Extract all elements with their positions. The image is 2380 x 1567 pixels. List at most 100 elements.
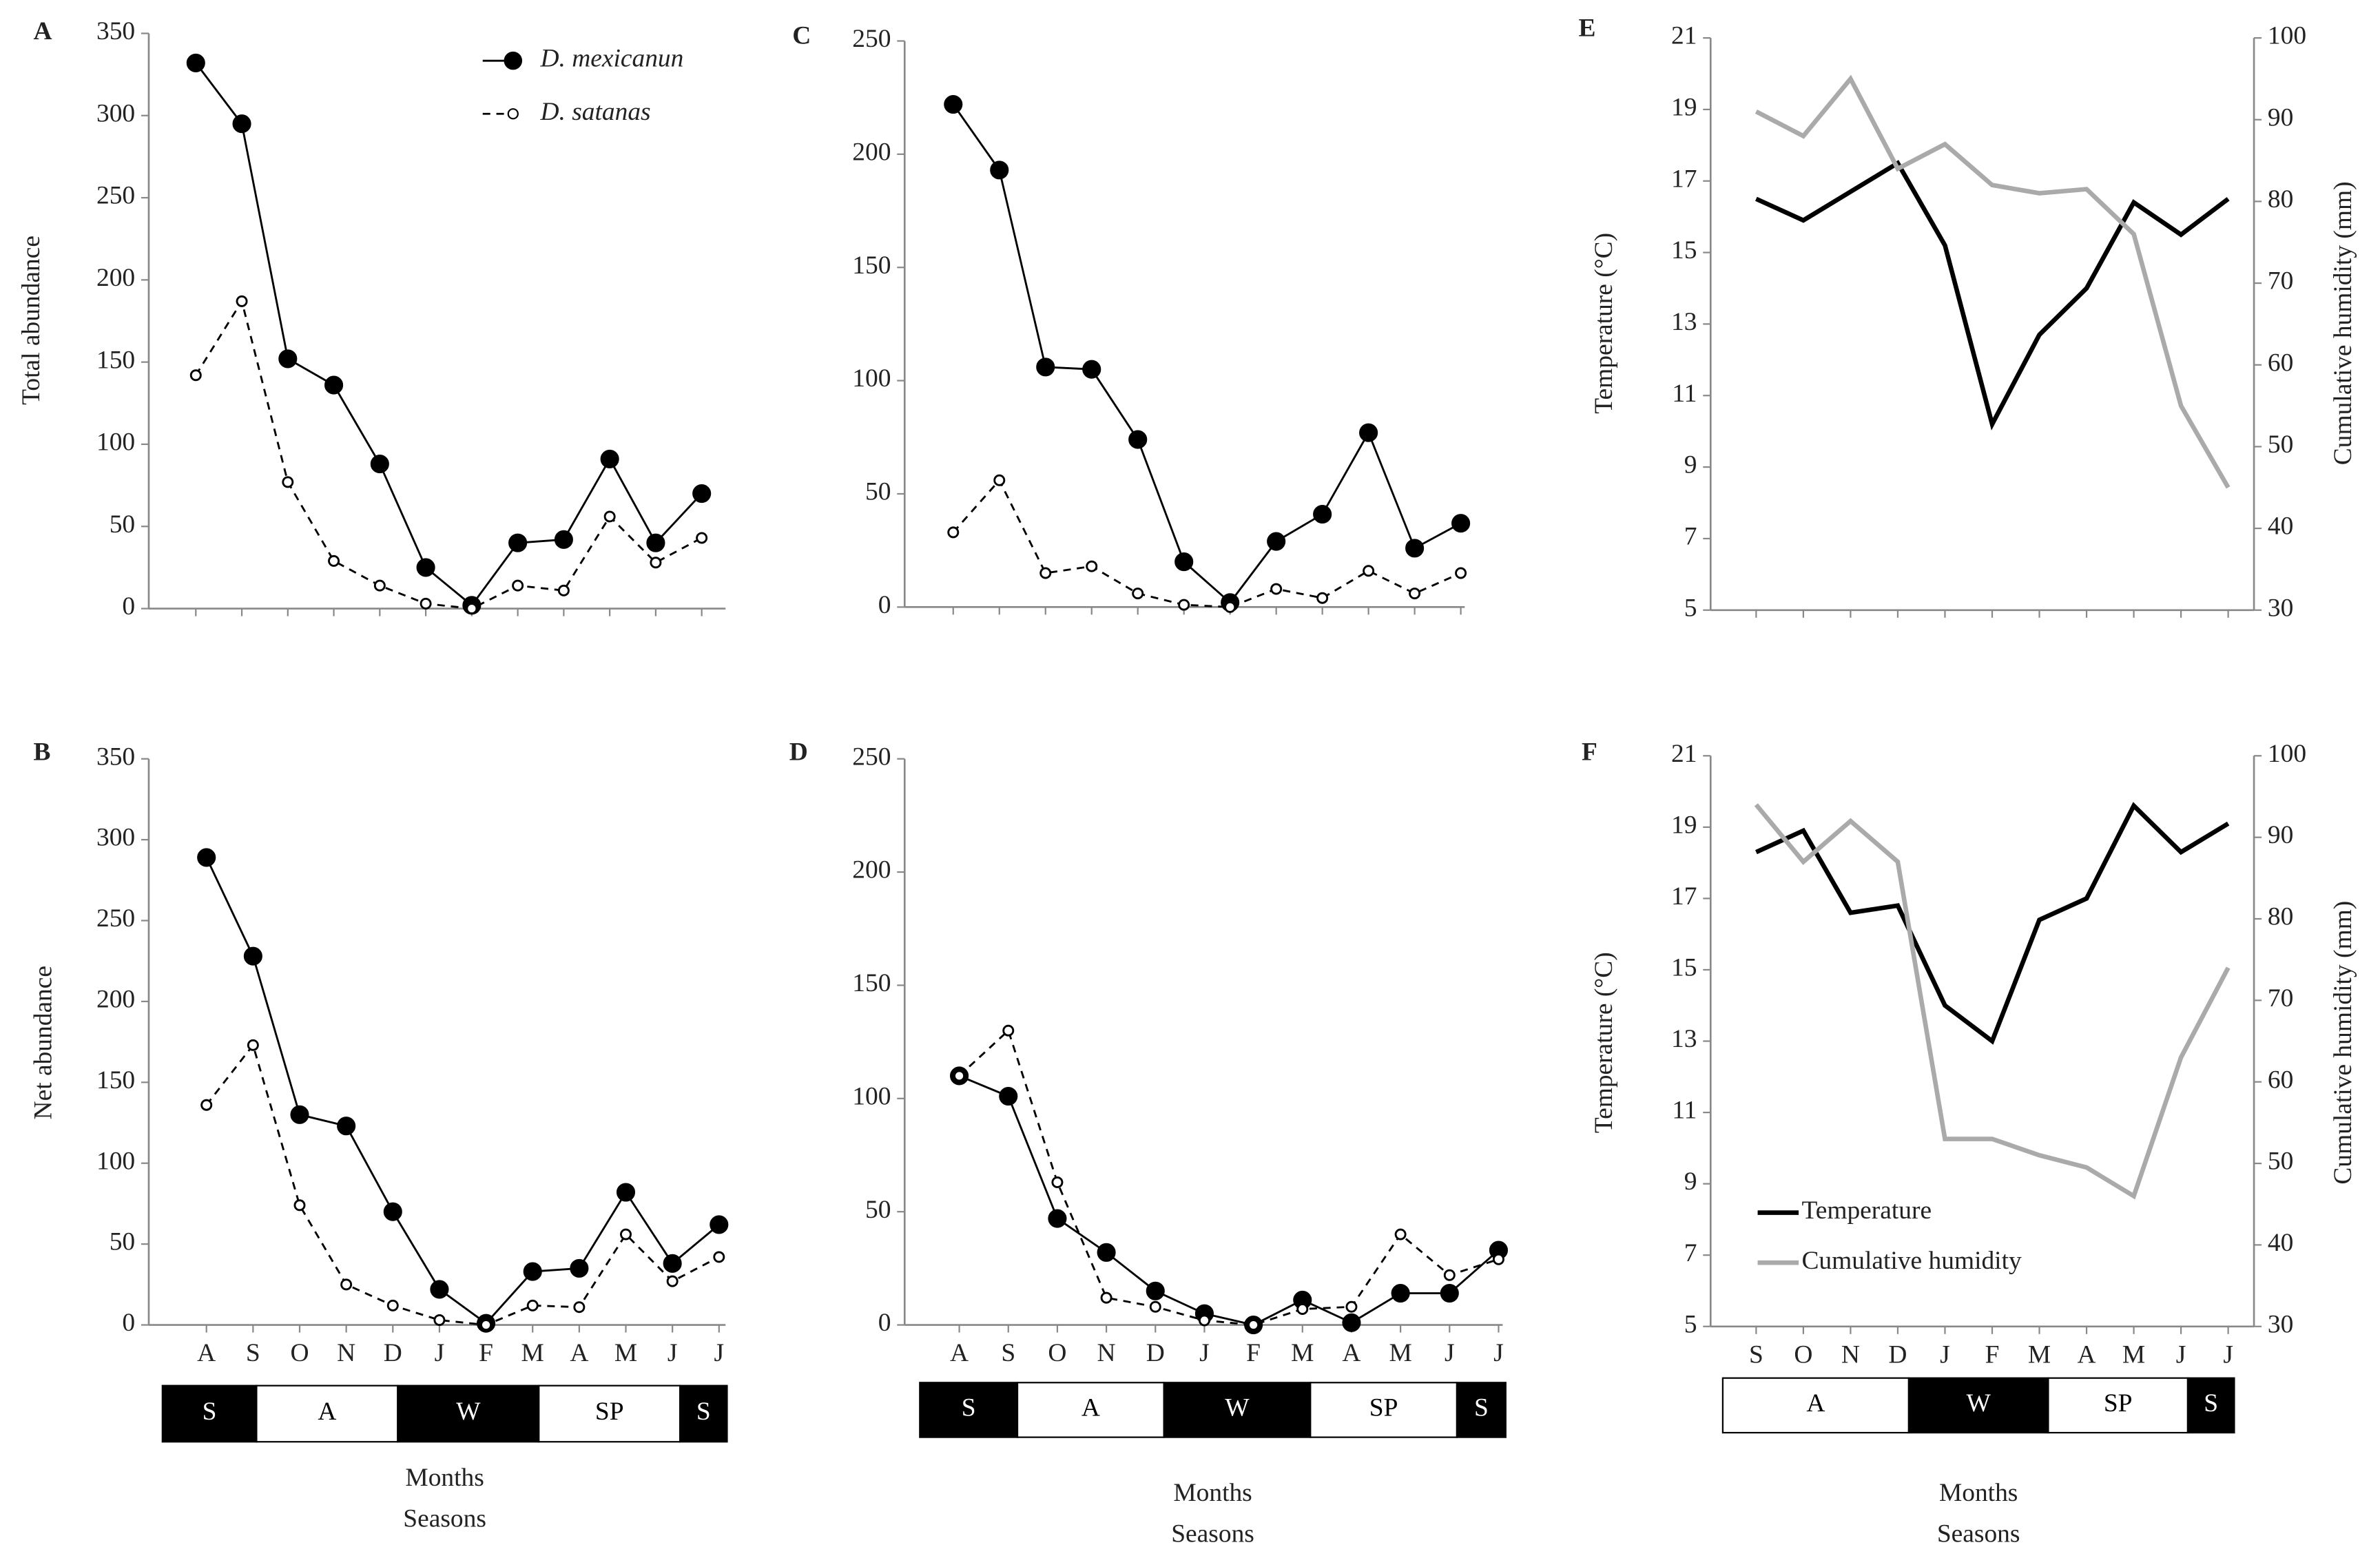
- series-line: [205, 857, 720, 1325]
- y2-tick-label: 40: [2268, 1229, 2293, 1257]
- series-line: [195, 298, 703, 610]
- season-band: [1721, 1377, 1910, 1434]
- marker: [620, 1228, 632, 1241]
- y2-tick-label: 30: [2268, 594, 2293, 622]
- x-tick-label: A: [197, 1339, 216, 1367]
- marker: [1359, 423, 1378, 442]
- marker: [1443, 1269, 1456, 1281]
- y-tick-label: 150: [852, 969, 891, 997]
- season-band: [679, 1384, 728, 1443]
- marker: [293, 1199, 306, 1212]
- season-band: [538, 1384, 681, 1443]
- marker: [386, 1299, 399, 1311]
- y2-tick-label: 60: [2268, 1066, 2293, 1094]
- marker: [480, 1319, 493, 1331]
- marker: [616, 1183, 636, 1202]
- marker: [692, 484, 712, 504]
- panel-label: F: [1582, 738, 1597, 767]
- season-label: S: [203, 1398, 217, 1426]
- series-line: [1755, 74, 2231, 489]
- y-tick-label: 350: [96, 743, 135, 771]
- season-label: SP: [1369, 1394, 1398, 1422]
- season-label: SP: [595, 1398, 624, 1426]
- y2-tick-label: 70: [2268, 984, 2293, 1013]
- marker: [1492, 1253, 1504, 1265]
- y-axis-label: Net abundance: [30, 966, 58, 1119]
- marker: [713, 1251, 725, 1263]
- marker: [1409, 588, 1421, 600]
- x-tick-label: J: [2223, 1340, 2233, 1369]
- marker: [290, 1105, 309, 1124]
- y-tick-label: 100: [96, 428, 135, 457]
- y-tick-label: 0: [122, 592, 135, 621]
- y-tick-label: 150: [852, 251, 891, 280]
- marker: [1146, 1281, 1165, 1300]
- season-label: A: [318, 1398, 336, 1426]
- x-axis-label: Months: [1173, 1479, 1252, 1507]
- marker: [1100, 1291, 1113, 1304]
- season-title: Seasons: [1171, 1519, 1254, 1548]
- marker: [324, 375, 344, 395]
- x-tick-label: N: [337, 1339, 355, 1367]
- season-label: S: [2204, 1389, 2218, 1418]
- season-band: [1310, 1382, 1458, 1438]
- x-tick-label: N: [1097, 1339, 1116, 1367]
- x-tick-label: D: [1146, 1339, 1165, 1367]
- marker: [1002, 1024, 1015, 1037]
- marker: [328, 554, 340, 567]
- y2-tick-label: 80: [2268, 185, 2293, 214]
- marker: [236, 295, 248, 307]
- marker: [1316, 592, 1329, 604]
- season-label: S: [696, 1398, 711, 1426]
- y2-tick-label: 100: [2268, 22, 2306, 50]
- marker: [570, 1258, 589, 1278]
- y2-tick-label: 90: [2268, 103, 2293, 132]
- marker: [999, 1086, 1018, 1106]
- series-line: [952, 478, 1462, 608]
- marker: [1097, 1243, 1116, 1262]
- x-tick-label: M: [521, 1339, 544, 1367]
- x-tick-label: A: [570, 1339, 588, 1367]
- legend-label: Cumulative humidity: [1801, 1247, 2022, 1275]
- marker: [646, 533, 665, 552]
- legend-marker: [507, 108, 519, 120]
- y2-tick-label: 90: [2268, 821, 2293, 849]
- y-tick-label: 200: [852, 856, 891, 884]
- marker: [573, 1301, 586, 1314]
- series-line: [205, 1043, 720, 1327]
- marker: [944, 94, 963, 114]
- y-tick-label: 250: [852, 25, 891, 53]
- x-tick-label: S: [1001, 1339, 1015, 1367]
- season-band: [2047, 1377, 2189, 1434]
- y-tick-label: 11: [1672, 1097, 1697, 1125]
- series-line: [952, 103, 1462, 604]
- x-tick-label: A: [950, 1339, 969, 1367]
- season-title: Seasons: [1937, 1519, 2020, 1548]
- x-tick-label: J: [1199, 1339, 1210, 1367]
- y-tick-label: 11: [1672, 380, 1697, 408]
- marker: [370, 455, 389, 474]
- panel-label: A: [34, 17, 52, 45]
- x-tick-label: J: [1445, 1339, 1455, 1367]
- x-tick-label: M: [1389, 1339, 1411, 1367]
- x-tick-label: J: [1940, 1340, 1950, 1369]
- season-band: [2186, 1377, 2235, 1434]
- marker: [243, 946, 262, 966]
- y-tick-label: 250: [852, 743, 891, 771]
- y-tick-label: 50: [110, 1228, 135, 1256]
- marker: [554, 530, 573, 549]
- marker: [430, 1280, 449, 1299]
- marker: [1048, 1209, 1067, 1228]
- season-band: [1016, 1382, 1165, 1438]
- y-tick-label: 21: [1671, 22, 1697, 50]
- x-tick-label: J: [668, 1339, 678, 1367]
- series-line: [195, 62, 703, 607]
- marker: [1313, 505, 1332, 524]
- season-band: [397, 1384, 540, 1443]
- y-tick-label: 150: [96, 1066, 135, 1094]
- marker: [993, 474, 1006, 486]
- panel-label: B: [34, 738, 51, 767]
- panel-label: C: [792, 22, 811, 50]
- y-tick-label: 200: [852, 138, 891, 166]
